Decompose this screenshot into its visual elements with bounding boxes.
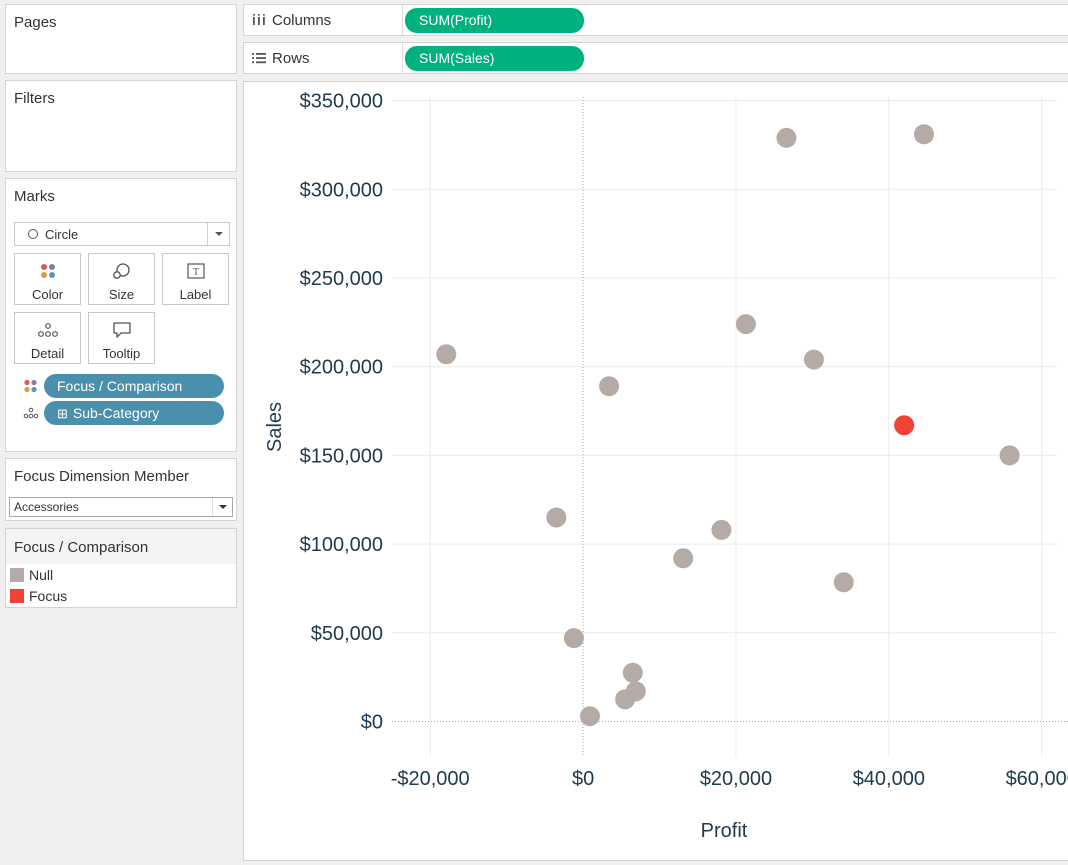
color-button-label: Color — [31, 287, 64, 302]
data-point[interactable] — [615, 689, 636, 710]
focus-dimension-card: Focus Dimension Member Accessories — [5, 458, 237, 521]
data-point[interactable] — [999, 445, 1020, 466]
data-point[interactable] — [711, 519, 732, 540]
chevron-down-icon[interactable] — [212, 498, 232, 516]
marks-card: Marks Circle Color Size T L — [5, 178, 237, 452]
focus-dimension-value: Accessories — [14, 500, 79, 514]
rows-shelf[interactable]: Rows SUM(Sales) — [243, 42, 1068, 74]
focus-dimension-title: Focus Dimension Member — [14, 468, 190, 485]
color-legend-card: Focus / Comparison Null Focus — [5, 528, 237, 608]
tooltip-bubble-icon — [89, 320, 154, 340]
x-tick-label: $20,000 — [700, 768, 772, 790]
columns-icon — [253, 14, 265, 25]
data-point[interactable] — [563, 628, 584, 649]
tooltip-button-label: Tooltip — [102, 346, 141, 361]
marks-title: Marks — [14, 188, 55, 205]
expand-icon[interactable]: ⊞ — [57, 406, 68, 421]
x-tick-label: $40,000 — [853, 768, 925, 790]
data-point[interactable] — [622, 662, 643, 683]
sum-profit-pill-label: SUM(Profit) — [419, 12, 493, 28]
text-label-icon: T — [163, 261, 228, 281]
legend-swatch-focus — [10, 589, 24, 603]
size-button-label: Size — [108, 287, 135, 302]
legend-header: Focus / Comparison — [6, 529, 236, 564]
x-tick-label: $60,000 — [1006, 768, 1068, 790]
sum-sales-pill-label: SUM(Sales) — [419, 50, 495, 66]
color-dots-icon — [24, 379, 37, 393]
rows-icon — [252, 53, 266, 64]
color-encoding-row: Focus / Comparison — [6, 374, 238, 398]
columns-shelf-label: Columns — [272, 12, 332, 29]
legend-title: Focus / Comparison — [14, 539, 149, 556]
color-dots-icon — [15, 261, 80, 281]
mark-type-dropdown[interactable]: Circle — [14, 222, 230, 246]
tooltip-button[interactable]: Tooltip — [88, 312, 155, 364]
y-tick-label: $350,000 — [300, 91, 383, 113]
size-button[interactable]: Size — [88, 253, 155, 305]
x-tick-label: -$20,000 — [391, 768, 470, 790]
y-tick-label: $150,000 — [300, 445, 383, 467]
data-point[interactable] — [546, 507, 567, 528]
chevron-down-icon[interactable] — [207, 223, 229, 245]
data-point[interactable] — [833, 572, 854, 593]
scatter-plot[interactable]: $0 $50,000 $100,000 $150,000 $200,000 $250,00… — [244, 82, 1068, 862]
sub-category-pill-label: Sub-Category — [72, 405, 160, 421]
pages-card: Pages — [5, 4, 237, 74]
detail-button[interactable]: Detail — [14, 312, 81, 364]
data-point[interactable] — [914, 124, 934, 145]
data-point[interactable] — [599, 376, 620, 397]
legend-label-null: Null — [29, 567, 54, 583]
data-point[interactable] — [436, 344, 457, 365]
data-point[interactable] — [735, 314, 756, 335]
circle-mark-icon — [28, 229, 38, 239]
rows-shelf-label: Rows — [272, 50, 310, 67]
filters-title: Filters — [14, 90, 55, 107]
focus-dimension-select[interactable]: Accessories — [9, 497, 233, 517]
x-tick-label: $0 — [572, 768, 594, 790]
y-tick-label: $100,000 — [300, 534, 383, 556]
y-tick-label: $250,000 — [300, 268, 383, 290]
y-tick-label: $200,000 — [300, 357, 383, 379]
sum-profit-pill[interactable]: SUM(Profit) — [405, 8, 584, 33]
sub-category-pill[interactable]: ⊞ Sub-Category — [44, 401, 224, 425]
color-button[interactable]: Color — [14, 253, 81, 305]
y-axis-title: Sales — [264, 402, 286, 452]
detail-encoding-row: ⊞ Sub-Category — [6, 401, 238, 425]
focus-point[interactable] — [894, 415, 915, 436]
detail-button-label: Detail — [30, 346, 65, 361]
columns-shelf[interactable]: Columns SUM(Profit) — [243, 4, 1068, 36]
legend-swatch-null — [10, 568, 24, 582]
data-point[interactable] — [776, 127, 797, 148]
scatter-plot-view[interactable]: $0 $50,000 $100,000 $150,000 $200,000 $250,00… — [243, 81, 1068, 861]
y-tick-label: $50,000 — [311, 623, 383, 645]
focus-comparison-pill-label: Focus / Comparison — [57, 378, 183, 394]
x-axis-title: Profit — [701, 820, 748, 842]
detail-dots-icon — [23, 407, 39, 419]
data-point[interactable] — [579, 706, 600, 727]
sum-sales-pill[interactable]: SUM(Sales) — [405, 46, 584, 71]
size-circles-icon — [89, 261, 154, 281]
svg-text:T: T — [192, 267, 198, 278]
data-point[interactable] — [673, 548, 694, 569]
label-button-label: Label — [179, 287, 212, 302]
focus-comparison-pill[interactable]: Focus / Comparison — [44, 374, 224, 398]
mark-type-label: Circle — [45, 227, 79, 242]
y-tick-label: $300,000 — [300, 179, 383, 201]
pages-title: Pages — [14, 14, 57, 31]
detail-dots-icon — [15, 320, 80, 340]
shelf-divider — [402, 43, 403, 73]
data-point[interactable] — [803, 349, 824, 370]
legend-label-focus: Focus — [29, 588, 68, 604]
shelf-divider — [402, 5, 403, 35]
filters-card[interactable]: Filters — [5, 80, 237, 172]
label-button[interactable]: T Label — [162, 253, 229, 305]
y-tick-label: $0 — [361, 712, 383, 734]
